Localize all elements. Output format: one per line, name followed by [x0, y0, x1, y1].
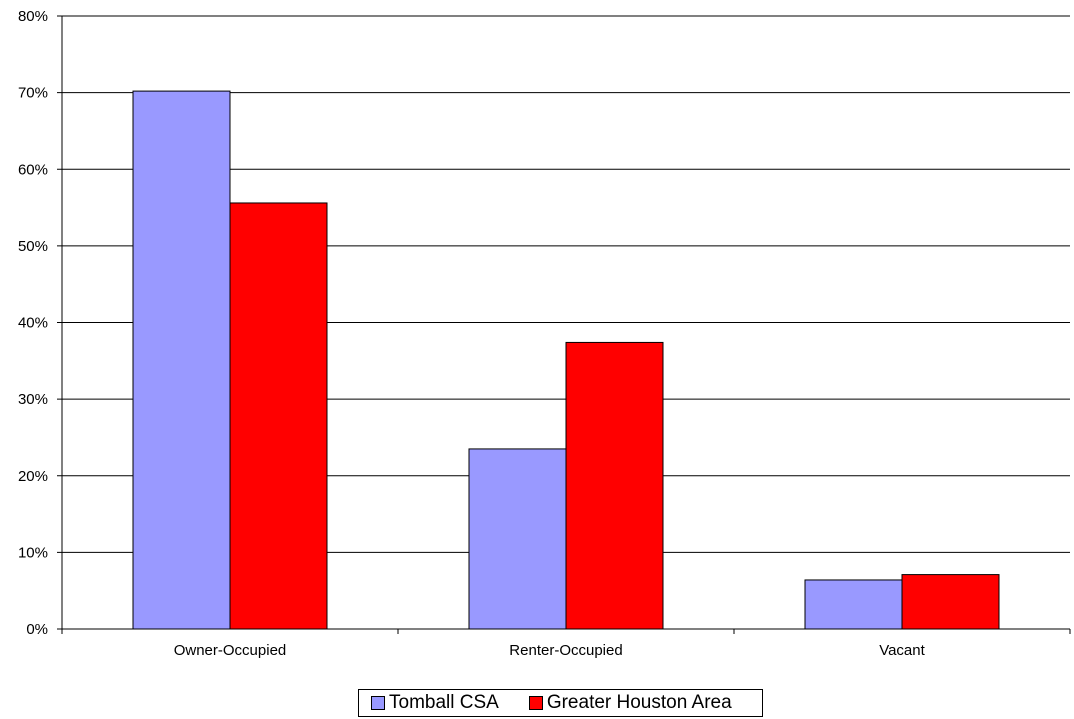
- bar-series-1-category-2: [468, 448, 567, 630]
- x-tick-label: Owner-Occupied: [174, 642, 287, 659]
- bar-series-1-category-1: [132, 90, 231, 630]
- bar-series-2-category-2: [565, 341, 664, 630]
- y-tick-label: 0%: [26, 621, 48, 638]
- legend-item-series-2: Greater Houston Area: [528, 692, 732, 714]
- legend-swatch-series-2: [528, 696, 543, 710]
- tick-labels: 0% 10% 20% 30% 40% 50% 60% 70% 80% Owner-Occupied…: [18, 8, 926, 659]
- y-tick-label: 10%: [18, 544, 48, 561]
- y-tick-label: 80%: [18, 8, 48, 25]
- y-tick-label: 20%: [18, 468, 48, 485]
- y-tick-label: 60%: [18, 161, 48, 178]
- x-tick-label: Renter-Occupied: [509, 642, 622, 659]
- bars: [132, 90, 1000, 630]
- y-tick-label: 30%: [18, 391, 48, 408]
- y-tick-label: 50%: [18, 238, 48, 255]
- y-tick-label: 70%: [18, 85, 48, 102]
- y-tick-label: 40%: [18, 315, 48, 332]
- legend-swatch-series-1: [371, 696, 385, 710]
- legend-label-series-2: Greater Houston Area: [546, 692, 732, 713]
- bar-series-1-category-3: [804, 579, 903, 630]
- bar-series-2-category-1: [229, 202, 328, 630]
- x-tick-label: Vacant: [879, 642, 925, 659]
- legend-label-series-1: Tomball CSA: [389, 692, 499, 713]
- bar-series-2-category-3: [901, 574, 1000, 630]
- axes: [57, 15, 1071, 634]
- legend: Tomball CSA Greater Houston Area: [358, 689, 763, 717]
- legend-item-series-1: Tomball CSA: [371, 692, 499, 714]
